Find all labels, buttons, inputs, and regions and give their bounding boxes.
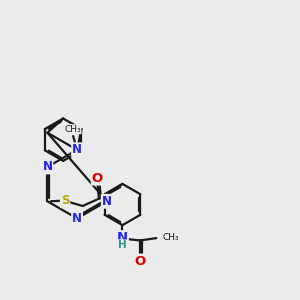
Text: H: H	[118, 240, 127, 250]
Text: N: N	[72, 143, 82, 156]
Text: O: O	[134, 255, 146, 268]
Text: N: N	[72, 212, 82, 225]
Text: S: S	[61, 194, 69, 207]
Text: N: N	[102, 195, 112, 208]
Text: CH₃: CH₃	[64, 125, 81, 134]
Text: N: N	[42, 160, 52, 173]
Text: CH₃: CH₃	[163, 233, 179, 242]
Text: N: N	[117, 231, 128, 244]
Text: O: O	[92, 172, 103, 184]
